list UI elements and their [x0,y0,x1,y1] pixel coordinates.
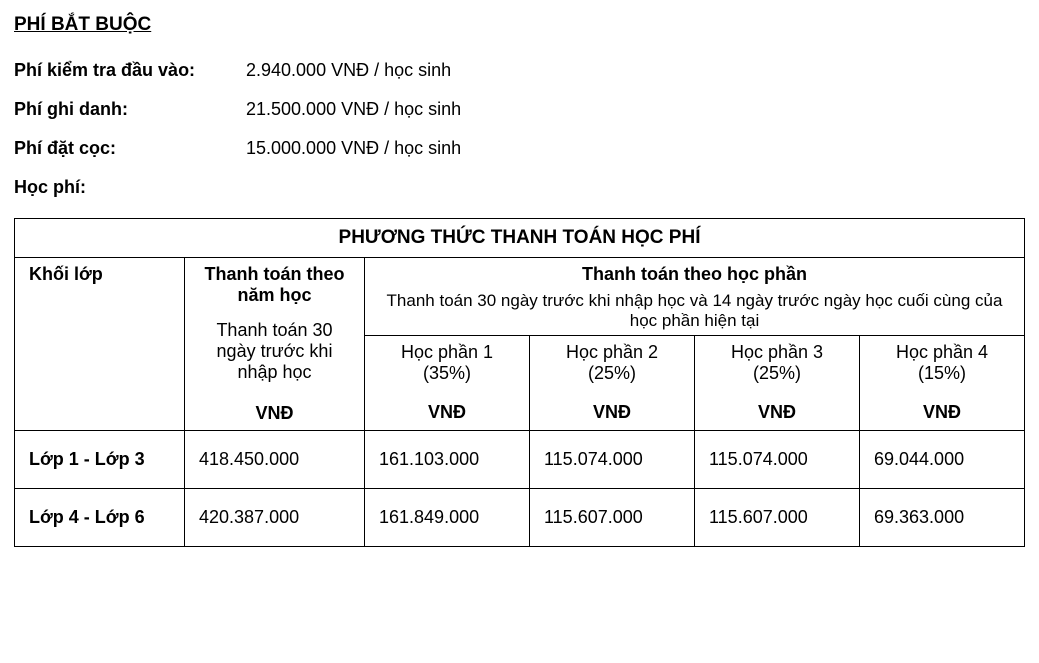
grade-cell: Lớp 1 - Lớp 3 [15,431,185,489]
term-group-header: Thanh toán theo học phần [365,258,1025,288]
mandatory-fees: Phí kiểm tra đầu vào: 2.940.000 VNĐ / họ… [14,60,1025,159]
fee-row-enrollment: Phí ghi danh: 21.500.000 VNĐ / học sinh [14,99,1025,120]
fee-label: Phí kiểm tra đầu vào: [14,60,246,81]
term-col-name: Học phần 2 [540,342,684,363]
term-col-1-header: Học phần 1 (35%) VNĐ [365,336,530,431]
annual-note: Thanh toán 30 ngày trước khi nhập học [195,320,354,383]
table-row: Lớp 4 - Lớp 6 420.387.000 161.849.000 11… [15,489,1025,547]
term-note-cell: Thanh toán 30 ngày trước khi nhập học và… [365,287,1025,336]
fee-label: Phí ghi danh: [14,99,246,120]
fee-label: Phí đặt cọc: [14,138,246,159]
fee-value: 15.000.000 VNĐ / học sinh [246,138,461,159]
fee-row-deposit: Phí đặt cọc: 15.000.000 VNĐ / học sinh [14,138,1025,159]
term-col-name: Học phần 3 [705,342,849,363]
fee-value: 2.940.000 VNĐ / học sinh [246,60,451,81]
term-cell: 69.363.000 [860,489,1025,547]
annual-cell: 420.387.000 [185,489,365,547]
term-col-pct: (35%) [375,363,519,384]
term-cell: 161.103.000 [365,431,530,489]
table-title: PHƯƠNG THỨC THANH TOÁN HỌC PHÍ [15,219,1025,258]
term-col-currency: VNĐ [540,402,684,423]
fee-value: 21.500.000 VNĐ / học sinh [246,99,461,120]
annual-title: Thanh toán theo năm học [195,264,354,306]
term-note: Thanh toán 30 ngày trước khi nhập học và… [387,291,1003,330]
term-cell: 115.074.000 [695,431,860,489]
term-col-2-header: Học phần 2 (25%) VNĐ [530,336,695,431]
grade-header: Khối lớp [25,264,174,285]
grade-header-cell: Khối lớp [15,258,185,431]
grade-cell: Lớp 4 - Lớp 6 [15,489,185,547]
term-cell: 161.849.000 [365,489,530,547]
table-row: Lớp 1 - Lớp 3 418.450.000 161.103.000 11… [15,431,1025,489]
term-cell: 115.607.000 [530,489,695,547]
term-col-name: Học phần 1 [375,342,519,363]
term-col-pct: (25%) [705,363,849,384]
fee-row-entrance: Phí kiểm tra đầu vào: 2.940.000 VNĐ / họ… [14,60,1025,81]
term-col-pct: (15%) [870,363,1014,384]
annual-cell: 418.450.000 [185,431,365,489]
tuition-label: Học phí: [14,177,1025,198]
term-col-currency: VNĐ [375,402,519,423]
annual-header-cell: Thanh toán theo năm học Thanh toán 30 ng… [185,258,365,431]
term-col-currency: VNĐ [870,402,1014,423]
tuition-table: PHƯƠNG THỨC THANH TOÁN HỌC PHÍ Khối lớp … [14,218,1025,547]
term-col-4-header: Học phần 4 (15%) VNĐ [860,336,1025,431]
term-col-pct: (25%) [540,363,684,384]
term-col-name: Học phần 4 [870,342,1014,363]
term-col-3-header: Học phần 3 (25%) VNĐ [695,336,860,431]
annual-currency: VNĐ [195,403,354,424]
term-cell: 115.074.000 [530,431,695,489]
term-cell: 115.607.000 [695,489,860,547]
term-title: Thanh toán theo học phần [375,264,1014,285]
term-cell: 69.044.000 [860,431,1025,489]
section-heading: PHÍ BẮT BUỘC [14,14,1025,36]
term-col-currency: VNĐ [705,402,849,423]
